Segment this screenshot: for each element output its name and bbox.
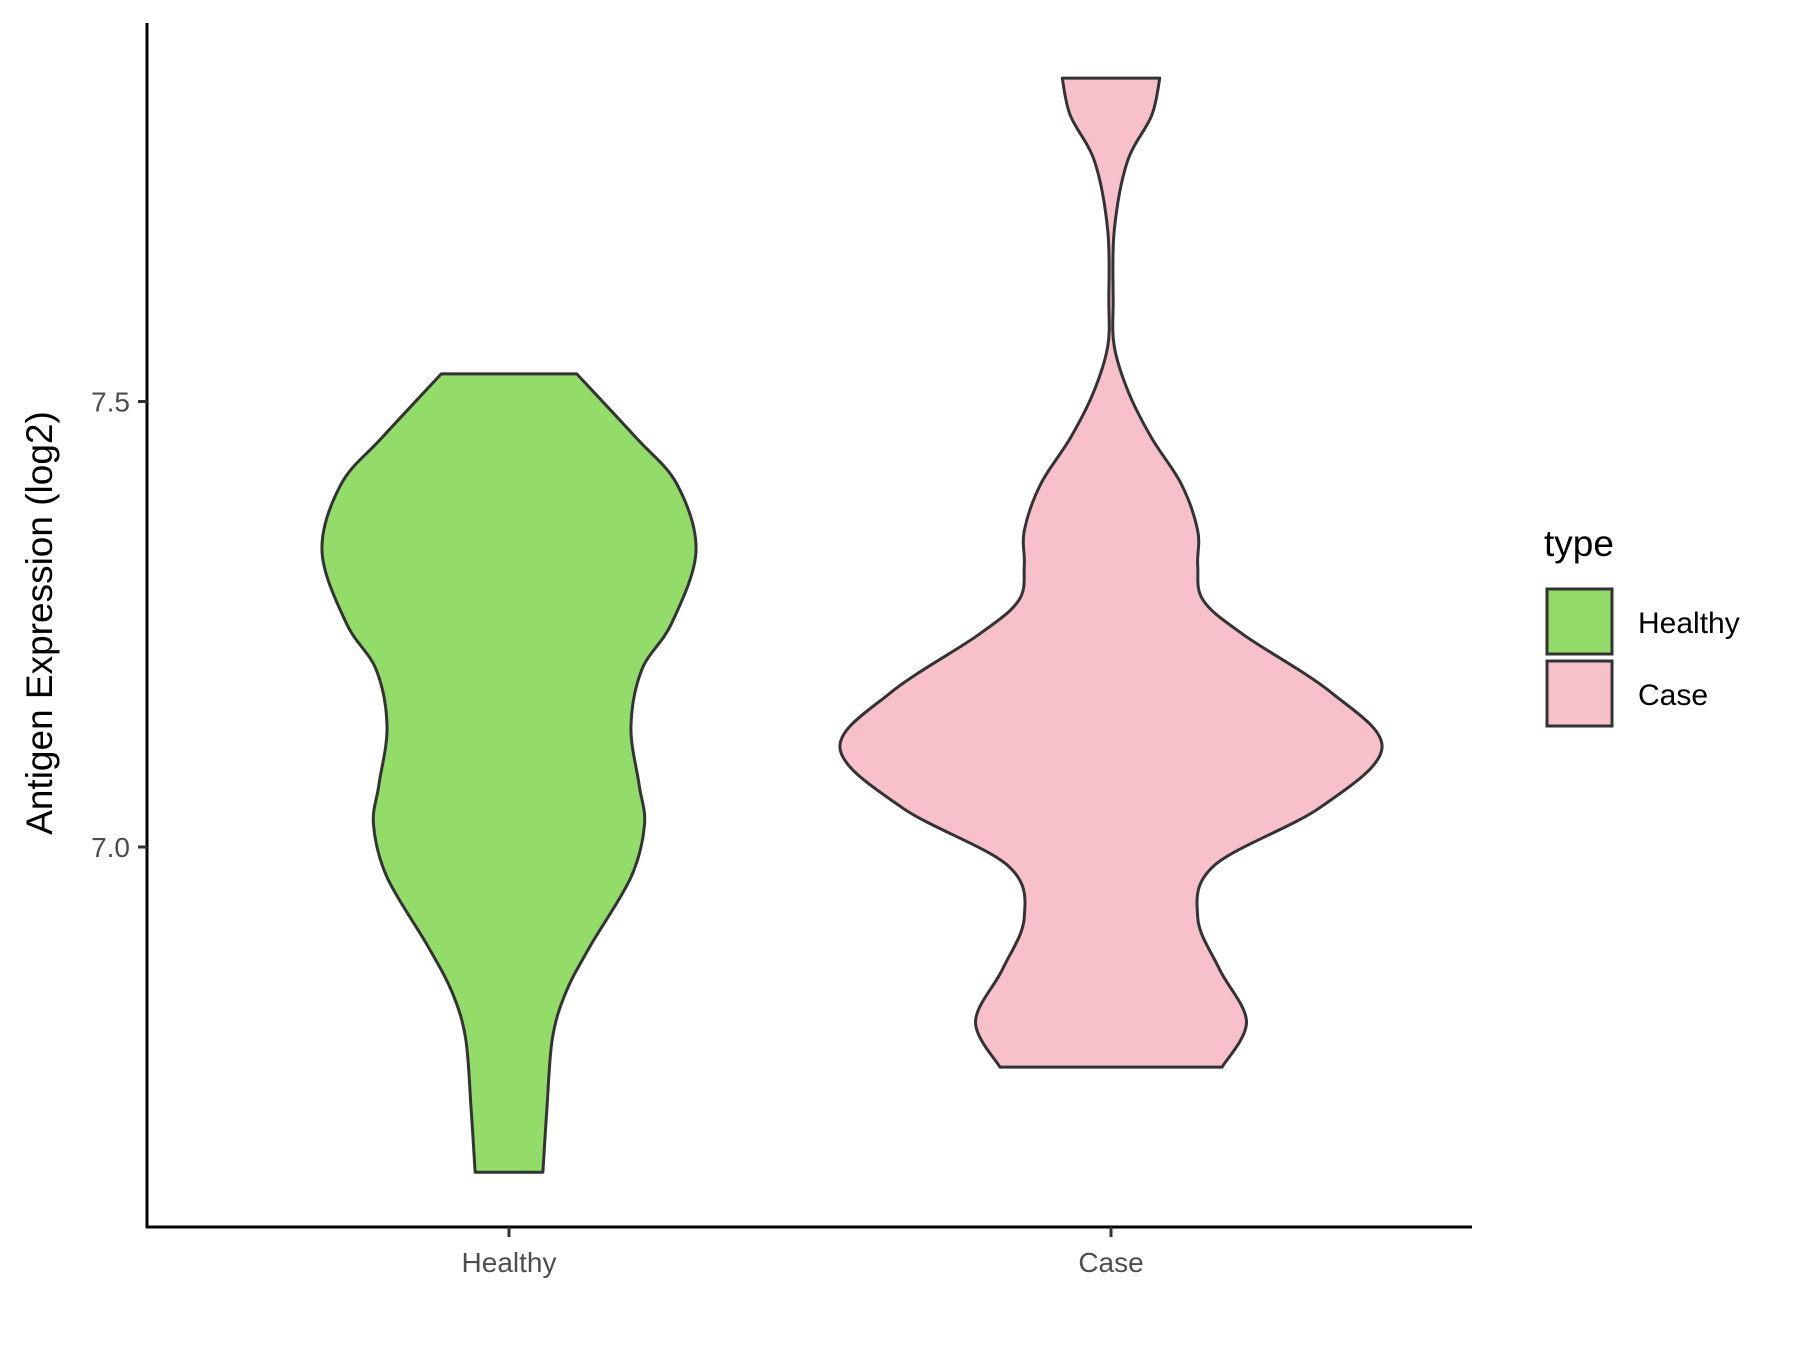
legend-label-case: Case — [1638, 679, 1708, 712]
legend-label-healthy: Healthy — [1638, 607, 1740, 640]
x-tick-label-case: Case — [1078, 1247, 1143, 1278]
x-ticks: Healthy Case — [462, 1227, 1144, 1278]
legend: type Healthy Case — [1544, 523, 1740, 728]
violin-healthy — [320, 372, 698, 1174]
y-axis-title: Antigen Expression (log2) — [19, 411, 60, 835]
legend-key-healthy — [1545, 587, 1614, 656]
legend-title: type — [1544, 523, 1614, 564]
y-ticks: 7.0 7.5 — [91, 387, 147, 863]
y-tick-label: 7.0 — [91, 832, 130, 863]
legend-key-case — [1545, 659, 1614, 728]
x-tick-label-healthy: Healthy — [462, 1247, 557, 1278]
y-tick-label: 7.5 — [91, 387, 130, 418]
violins — [320, 76, 1384, 1174]
violin-case — [838, 76, 1384, 1069]
